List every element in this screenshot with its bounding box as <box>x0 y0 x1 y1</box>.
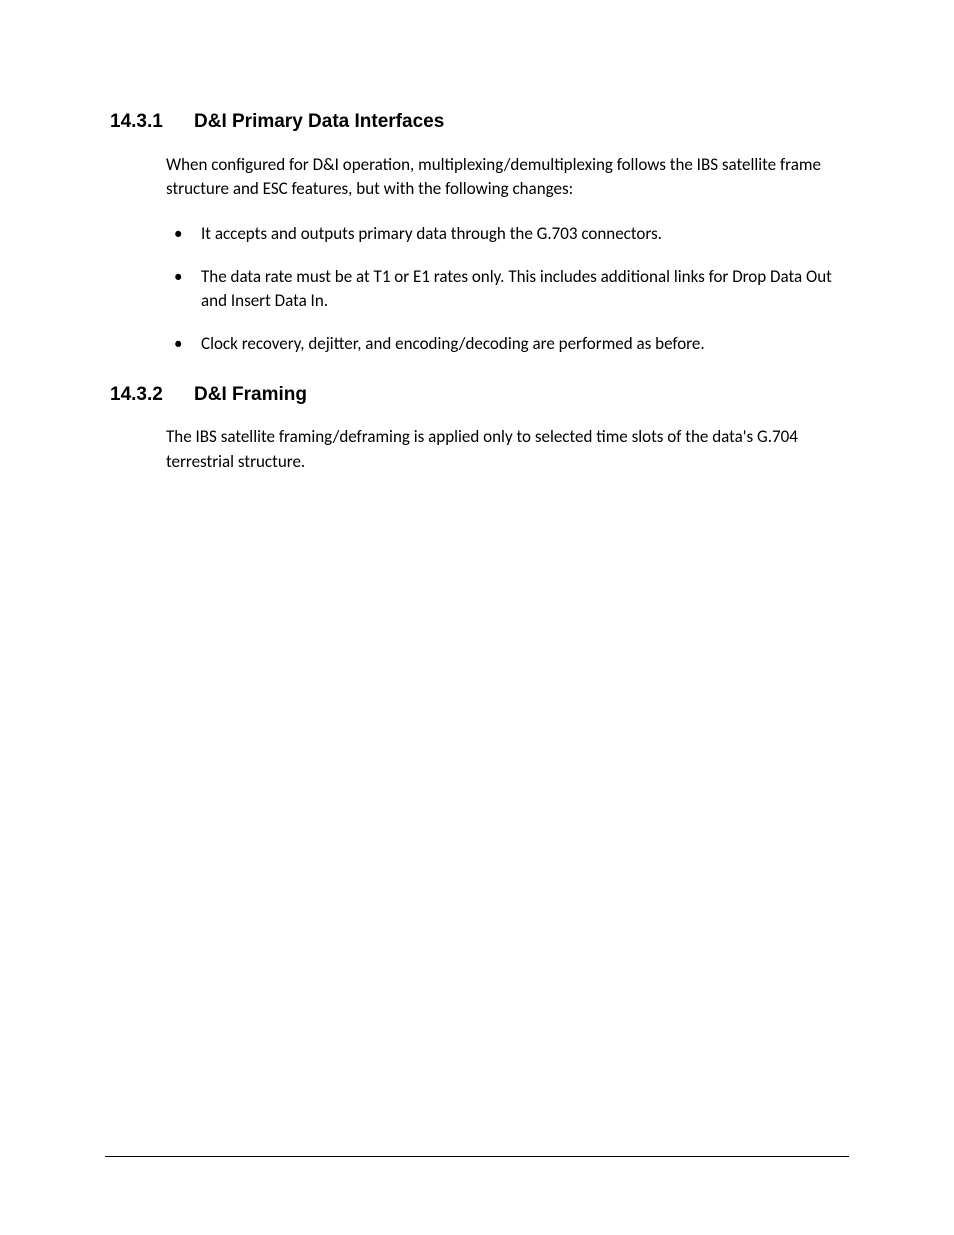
section-title: D&I Primary Data Interfaces <box>194 110 444 135</box>
section-heading-1431: 14.3.1 D&I Primary Data Interfaces <box>110 110 849 135</box>
section-number: 14.3.1 <box>110 110 172 135</box>
section-title: D&I Framing <box>194 383 307 408</box>
section-intro-1432: The IBS satellite framing/deframing is a… <box>166 425 849 474</box>
document-page: 14.3.1 D&I Primary Data Interfaces When … <box>0 0 954 1235</box>
footer-rule <box>105 1156 849 1157</box>
bullet-list-1431: It accepts and outputs primary data thro… <box>166 222 849 357</box>
section-number: 14.3.2 <box>110 383 172 408</box>
section-intro-1431: When configured for D&I operation, multi… <box>166 153 849 202</box>
list-item: It accepts and outputs primary data thro… <box>166 222 849 247</box>
section-heading-1432: 14.3.2 D&I Framing <box>110 383 849 408</box>
list-item: The data rate must be at T1 or E1 rates … <box>166 265 849 314</box>
list-item: Clock recovery, dejitter, and encoding/d… <box>166 332 849 357</box>
